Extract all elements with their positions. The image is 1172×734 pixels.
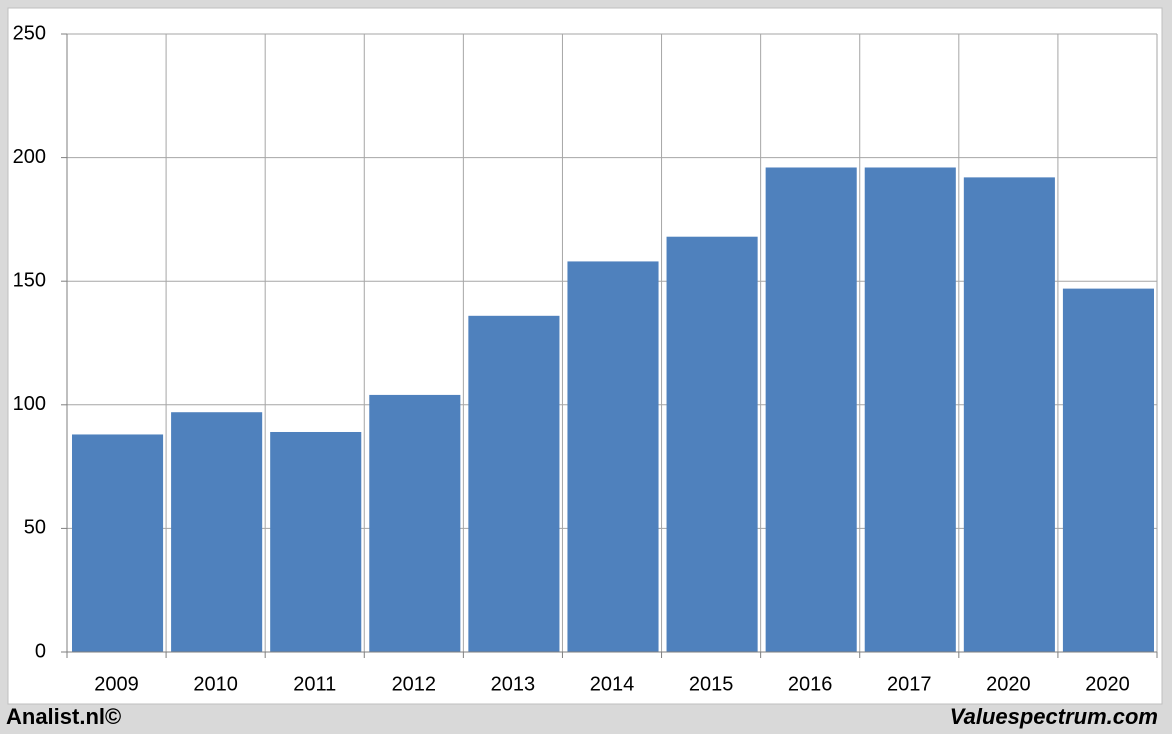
x-tick-label: 2015	[689, 673, 734, 695]
bar	[468, 315, 560, 652]
y-tick-label: 150	[13, 269, 46, 291]
y-tick-label: 100	[13, 393, 46, 415]
source-left: Analist.nl©	[6, 704, 121, 729]
bar	[963, 177, 1055, 652]
bar	[567, 261, 659, 652]
x-tick-label: 2010	[193, 673, 238, 695]
y-tick-label: 50	[24, 517, 46, 539]
bar	[1062, 288, 1154, 652]
x-tick-label: 2011	[293, 673, 336, 695]
bar	[369, 394, 461, 652]
y-tick-label: 0	[35, 640, 46, 662]
x-tick-label: 2013	[491, 673, 536, 695]
x-tick-label: 2017	[887, 673, 932, 695]
x-tick-label: 2014	[590, 673, 635, 695]
bar	[171, 412, 263, 652]
source-right: Valuespectrum.com	[950, 704, 1158, 729]
bar	[765, 167, 857, 652]
x-tick-label: 2020	[1085, 673, 1130, 695]
x-tick-label: 2020	[986, 673, 1031, 695]
bar	[864, 167, 956, 652]
x-tick-label: 2016	[788, 673, 833, 695]
bar	[270, 431, 362, 652]
bar	[666, 236, 758, 653]
y-tick-label: 250	[13, 22, 46, 44]
y-tick-label: 200	[13, 146, 46, 168]
x-tick-label: 2012	[392, 673, 437, 695]
x-tick-label: 2009	[94, 673, 139, 695]
bar	[72, 434, 164, 652]
